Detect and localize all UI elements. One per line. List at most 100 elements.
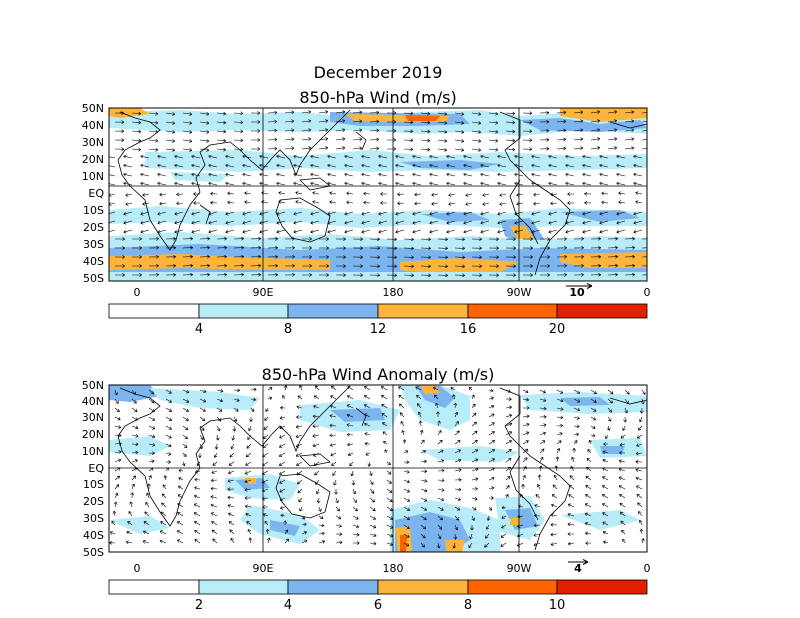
wind-arrow: [403, 450, 409, 454]
wind-arrow: [616, 220, 626, 225]
wind-arrow: [123, 211, 133, 216]
wind-arrow: [301, 515, 305, 520]
wind-arrow: [412, 211, 422, 216]
wind-arrow: [293, 229, 303, 234]
wind-arrow: [619, 451, 626, 455]
wind-arrow: [403, 111, 414, 116]
wind-arrow: [397, 201, 405, 206]
wind-arrow: [386, 255, 397, 260]
wind-arrow: [131, 389, 136, 395]
wind-arrow: [534, 504, 541, 508]
wind-arrow: [590, 389, 597, 394]
wind-arrow: [363, 395, 371, 400]
wind-arrow: [378, 172, 388, 177]
wind-arrow: [208, 172, 218, 177]
wind-arrow: [369, 137, 380, 142]
wind-arrow: [505, 405, 513, 410]
wind-arrow: [369, 146, 380, 151]
wind-arrow: [369, 110, 380, 115]
reference-vector: 10: [566, 283, 593, 299]
wind-arrow: [488, 486, 495, 490]
wind-arrow: [420, 533, 426, 539]
wind-arrow: [335, 137, 346, 141]
wind-arrow: [584, 522, 592, 526]
reference-vector: 4: [568, 559, 589, 575]
wind-arrow: [361, 229, 371, 234]
wind-arrow: [199, 434, 204, 440]
wind-arrow: [301, 128, 312, 132]
wind-arrow: [319, 237, 329, 241]
wind-arrow: [420, 120, 431, 125]
wind-arrow: [437, 506, 444, 511]
wind-arrow: [420, 524, 427, 530]
wind-arrow: [403, 237, 414, 242]
wind-arrow: [335, 246, 346, 250]
wind-arrow: [471, 273, 482, 278]
wind-arrow: [245, 512, 252, 517]
wind-arrow: [616, 211, 626, 216]
wind-arrow: [470, 525, 474, 531]
wind-arrow: [148, 120, 159, 125]
wind-arrow: [414, 192, 422, 197]
wind-arrow: [567, 541, 575, 546]
wind-arrow: [602, 540, 609, 545]
wind-arrow: [429, 229, 439, 234]
wind-arrow: [378, 211, 388, 216]
lon-label: 0: [134, 562, 141, 575]
wind-arrow: [539, 423, 547, 428]
wind-arrow: [639, 407, 644, 414]
wind-arrow: [539, 110, 550, 115]
wind-arrow: [329, 443, 337, 447]
wind-arrow: [505, 120, 516, 125]
colorbar-swatch: [467, 303, 558, 319]
wind-arrow: [548, 181, 558, 186]
wind-arrow: [454, 255, 465, 260]
wind-arrow: [249, 417, 253, 422]
wind-arrow: [296, 415, 303, 419]
wind-arrow: [437, 488, 445, 492]
wind-arrow: [403, 246, 414, 251]
wind-arrow: [159, 530, 167, 535]
wind-arrow: [301, 137, 312, 141]
wind-arrow: [295, 200, 303, 204]
wind-arrow: [109, 181, 116, 186]
wind-arrow: [585, 484, 592, 490]
wind-arrow: [335, 110, 346, 114]
wind-arrow: [633, 211, 643, 216]
colorbar-swatch: [467, 579, 558, 595]
wind-arrow: [602, 531, 609, 535]
wind-arrow: [199, 425, 205, 431]
wind-arrow: [293, 181, 303, 186]
wind-arrow: [182, 263, 193, 268]
wind-arrow: [265, 528, 270, 535]
wind-arrow: [386, 273, 397, 278]
wind-arrow: [352, 264, 363, 268]
wind-arrow: [265, 407, 269, 412]
wind-arrow: [284, 538, 289, 544]
wind-arrow: [242, 181, 252, 186]
wind-arrow: [548, 211, 558, 216]
wind-arrow: [398, 395, 405, 400]
wind-arrow: [635, 459, 643, 464]
wind-arrow: [505, 485, 510, 490]
wind-arrow: [114, 492, 119, 499]
wind-arrow: [624, 137, 635, 141]
wind-arrow: [590, 236, 601, 241]
wind-arrow: [216, 425, 221, 432]
wind-arrow: [157, 163, 167, 168]
wind-arrow: [505, 414, 513, 418]
wind-arrow: [533, 201, 541, 206]
wind-arrow: [210, 478, 218, 483]
wind-arrow: [550, 513, 558, 518]
wind-arrow: [437, 112, 448, 116]
wind-arrow: [109, 540, 116, 545]
wind-arrow: [471, 394, 475, 400]
wind-arrow: [208, 181, 218, 186]
wind-arrow: [314, 470, 320, 476]
wind-arrow: [276, 211, 286, 216]
wind-arrow: [522, 111, 533, 116]
wind-arrow: [278, 461, 286, 466]
wind-arrow: [199, 236, 210, 241]
wind-arrow: [344, 211, 354, 216]
colorbar-swatch: [377, 303, 469, 319]
